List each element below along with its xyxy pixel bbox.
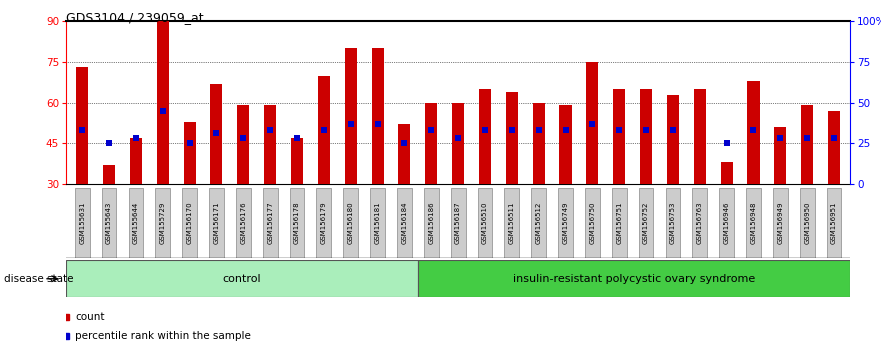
- Bar: [531, 188, 546, 258]
- Text: GSM156177: GSM156177: [267, 202, 273, 244]
- Bar: [66, 260, 418, 297]
- Text: insulin-resistant polycystic ovary syndrome: insulin-resistant polycystic ovary syndr…: [513, 274, 755, 284]
- Text: GSM155643: GSM155643: [106, 202, 112, 244]
- Bar: [692, 188, 707, 258]
- Bar: [76, 67, 88, 184]
- Bar: [451, 188, 465, 258]
- Bar: [211, 84, 223, 184]
- Bar: [533, 103, 544, 184]
- Bar: [611, 188, 626, 258]
- Bar: [101, 188, 116, 258]
- Text: control: control: [223, 274, 262, 284]
- Bar: [828, 111, 840, 184]
- Bar: [397, 188, 411, 258]
- Text: GSM156512: GSM156512: [536, 202, 542, 244]
- Bar: [316, 188, 331, 258]
- Bar: [452, 103, 464, 184]
- Text: GSM156171: GSM156171: [213, 202, 219, 244]
- Bar: [318, 75, 329, 184]
- Text: disease state: disease state: [4, 274, 74, 284]
- Text: count: count: [75, 312, 104, 322]
- Bar: [640, 89, 652, 184]
- Bar: [479, 89, 491, 184]
- Text: GSM156181: GSM156181: [374, 202, 381, 244]
- Text: GSM155644: GSM155644: [133, 202, 139, 244]
- Text: GSM156176: GSM156176: [241, 202, 247, 244]
- Text: GSM155631: GSM155631: [79, 202, 85, 244]
- Text: percentile rank within the sample: percentile rank within the sample: [75, 331, 251, 341]
- Bar: [264, 105, 277, 184]
- Bar: [667, 95, 679, 184]
- Bar: [801, 105, 813, 184]
- Bar: [155, 188, 170, 258]
- Bar: [372, 48, 383, 184]
- Text: GSM156751: GSM156751: [616, 202, 622, 244]
- Bar: [721, 162, 733, 184]
- Bar: [129, 188, 144, 258]
- Text: GSM156749: GSM156749: [563, 202, 568, 244]
- Bar: [418, 260, 850, 297]
- Text: GSM156949: GSM156949: [777, 202, 783, 244]
- Text: GSM156763: GSM156763: [697, 202, 703, 244]
- Text: GSM156753: GSM156753: [670, 202, 676, 244]
- Bar: [773, 188, 788, 258]
- Text: GSM156170: GSM156170: [187, 202, 193, 244]
- Bar: [506, 92, 518, 184]
- Bar: [587, 62, 598, 184]
- Bar: [370, 188, 385, 258]
- Bar: [559, 188, 573, 258]
- Bar: [75, 188, 90, 258]
- Bar: [236, 188, 251, 258]
- Text: GSM156180: GSM156180: [348, 202, 353, 244]
- Bar: [800, 188, 815, 258]
- Bar: [747, 81, 759, 184]
- Bar: [103, 165, 115, 184]
- Text: GSM156178: GSM156178: [294, 202, 300, 244]
- Bar: [344, 48, 357, 184]
- Text: GSM156752: GSM156752: [643, 202, 649, 244]
- Bar: [693, 89, 706, 184]
- Bar: [183, 122, 196, 184]
- Text: GSM156184: GSM156184: [402, 202, 407, 244]
- Bar: [344, 188, 358, 258]
- Bar: [719, 188, 734, 258]
- Bar: [130, 138, 142, 184]
- Text: GSM156510: GSM156510: [482, 202, 488, 244]
- Bar: [826, 188, 841, 258]
- Text: GSM156186: GSM156186: [428, 202, 434, 244]
- Bar: [291, 138, 303, 184]
- Bar: [478, 188, 492, 258]
- Bar: [424, 188, 439, 258]
- Text: GSM156951: GSM156951: [831, 202, 837, 244]
- Text: GSM156750: GSM156750: [589, 202, 596, 244]
- Text: GSM156179: GSM156179: [321, 202, 327, 244]
- Bar: [639, 188, 654, 258]
- Text: GSM156511: GSM156511: [509, 202, 515, 244]
- Bar: [290, 188, 305, 258]
- Text: GSM156946: GSM156946: [723, 202, 729, 244]
- Bar: [157, 21, 169, 184]
- Bar: [182, 188, 197, 258]
- Bar: [665, 188, 680, 258]
- Bar: [746, 188, 761, 258]
- Bar: [774, 127, 787, 184]
- Text: GSM156948: GSM156948: [751, 202, 757, 244]
- Text: GSM155729: GSM155729: [159, 202, 166, 244]
- Text: GDS3104 / 239059_at: GDS3104 / 239059_at: [66, 11, 204, 24]
- Bar: [505, 188, 519, 258]
- Bar: [237, 105, 249, 184]
- Bar: [613, 89, 626, 184]
- Bar: [426, 103, 437, 184]
- Text: GSM156950: GSM156950: [804, 202, 811, 244]
- Bar: [398, 124, 411, 184]
- Bar: [263, 188, 278, 258]
- Bar: [559, 105, 572, 184]
- Bar: [585, 188, 600, 258]
- Text: GSM156187: GSM156187: [455, 202, 461, 244]
- Bar: [209, 188, 224, 258]
